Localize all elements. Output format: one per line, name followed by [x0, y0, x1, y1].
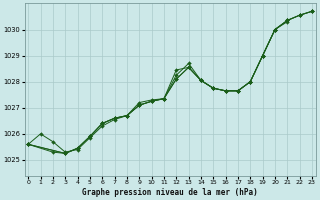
X-axis label: Graphe pression niveau de la mer (hPa): Graphe pression niveau de la mer (hPa): [82, 188, 258, 197]
